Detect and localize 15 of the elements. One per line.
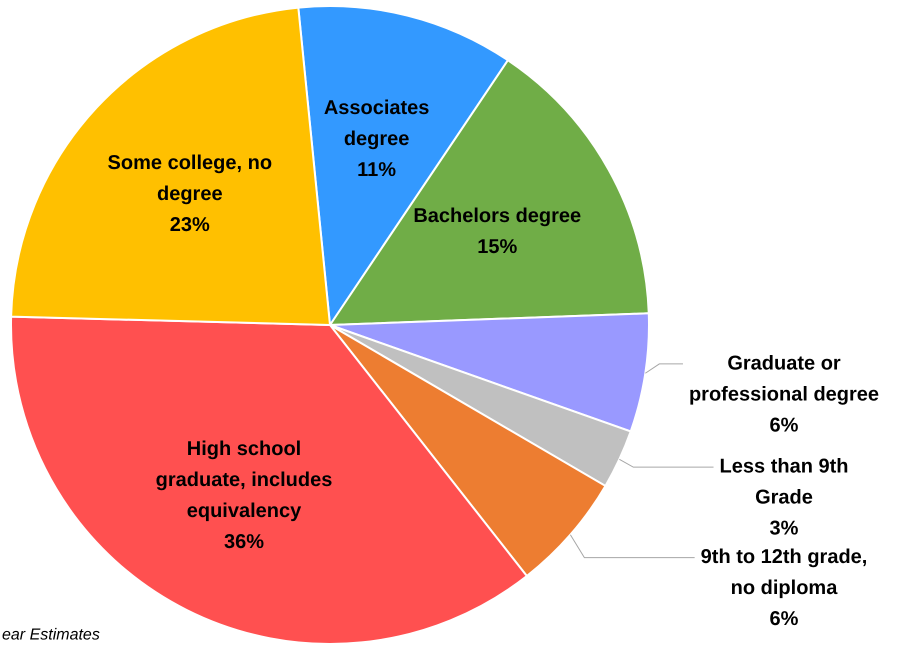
data-label: 15% [477, 236, 518, 258]
slice-label: 9th to 12th grade, no diploma [700, 546, 868, 600]
slice-label: Less than 9th Grade [720, 456, 848, 509]
slice-label: Graduate or professional degree [688, 352, 880, 406]
data-label: 3% [770, 518, 799, 540]
slice-label: Bachelors degree [413, 204, 582, 227]
slice-label: Associates degree [324, 96, 430, 150]
slice-label: Some college, no degree [108, 152, 272, 206]
data-label: 6% [770, 414, 799, 436]
data-label: 11% [357, 158, 396, 181]
slice-label: High school graduate, includes equivalency [156, 438, 332, 522]
data-label: 36% [224, 531, 264, 554]
text: ear Estimates [2, 626, 100, 644]
data-label: 23% [170, 214, 210, 236]
data-label: 6% [770, 608, 799, 630]
